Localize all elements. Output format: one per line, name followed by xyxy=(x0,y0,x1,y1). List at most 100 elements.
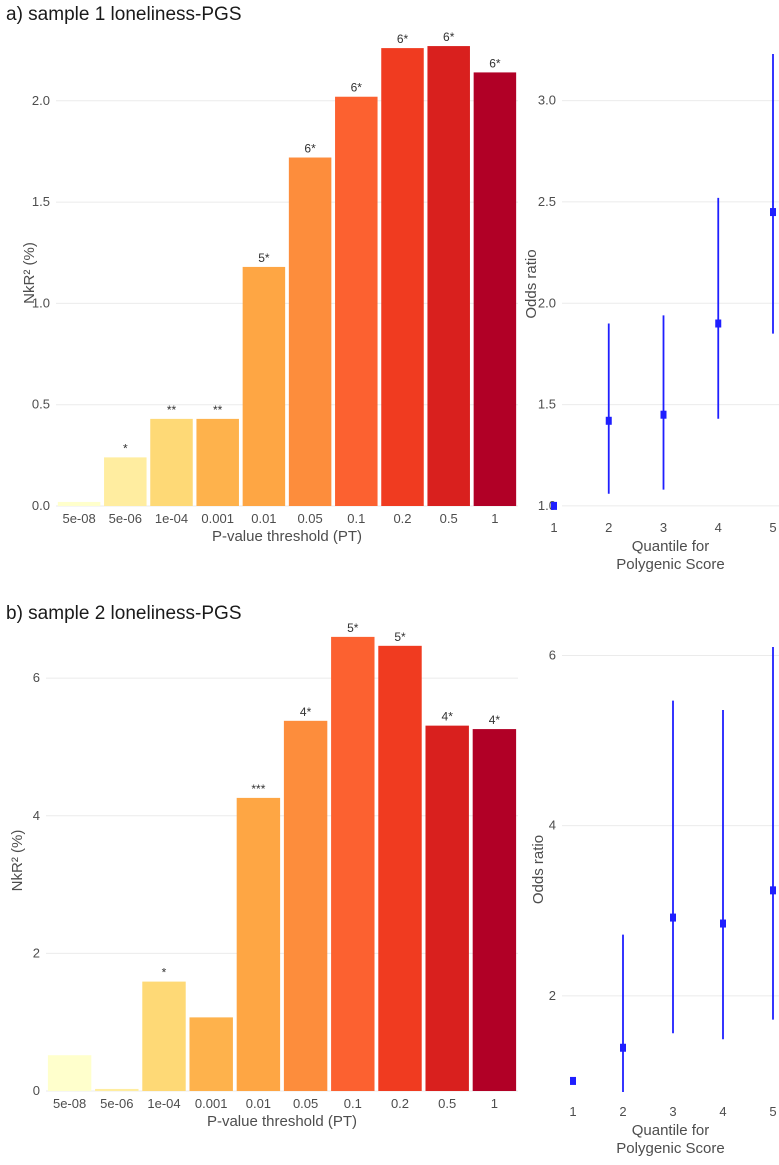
x-tick-label: 3 xyxy=(660,520,667,535)
or-point xyxy=(605,416,612,425)
y-tick-label: 3.0 xyxy=(538,93,556,108)
x-tick-label: 4 xyxy=(715,520,722,535)
panel-a-title: a) sample 1 loneliness-PGS xyxy=(6,4,242,25)
x-tick-label: 5 xyxy=(769,520,776,535)
or-point xyxy=(620,1043,626,1052)
x-tick-label: 0.01 xyxy=(251,511,276,526)
y-tick-label: 0.5 xyxy=(32,397,50,412)
bar-label: 4* xyxy=(489,713,501,727)
x-tick-label: 5e-08 xyxy=(53,1096,86,1111)
bar xyxy=(288,157,332,506)
or-point xyxy=(670,913,676,922)
bar xyxy=(242,266,286,506)
y-tick-label: 2.5 xyxy=(538,194,556,209)
x-tick-label: 0.01 xyxy=(246,1096,271,1111)
x-tick-label: 1 xyxy=(491,1096,498,1111)
bar xyxy=(473,72,517,506)
bar xyxy=(95,1088,139,1091)
y-axis-title: NkR² (%) xyxy=(21,242,38,304)
bar xyxy=(150,418,193,506)
x-tick-label: 5e-06 xyxy=(100,1096,133,1111)
panel-b-title: b) sample 2 loneliness-PGS xyxy=(6,603,242,624)
x-tick-label: 4 xyxy=(719,1104,726,1119)
bar-label: 4* xyxy=(300,705,312,719)
x-tick-label: 5 xyxy=(769,1104,776,1119)
x-axis-title-line1: Quantile for xyxy=(632,1122,710,1139)
x-axis-title-line1: Quantile for xyxy=(632,538,710,555)
y-axis-title: Odds ratio xyxy=(523,249,540,318)
x-tick-label: 2 xyxy=(605,520,612,535)
y-tick-label: 6 xyxy=(549,648,556,663)
bar-label: 4* xyxy=(442,710,454,724)
x-tick-label: 0.001 xyxy=(195,1096,228,1111)
bar-label: 5* xyxy=(347,621,359,635)
y-tick-label: 1.5 xyxy=(538,397,556,412)
bar-label: 6* xyxy=(351,81,363,95)
x-tick-label: 1 xyxy=(550,520,557,535)
x-tick-label: 5e-08 xyxy=(62,511,95,526)
y-tick-label: 2 xyxy=(549,988,556,1003)
x-tick-label: 0.1 xyxy=(344,1096,362,1111)
x-tick-label: 0.2 xyxy=(391,1096,409,1111)
y-axis-title: Odds ratio xyxy=(530,835,547,904)
bar-label: 6* xyxy=(304,142,316,156)
or-point xyxy=(551,501,557,510)
x-tick-label: 0.5 xyxy=(440,511,458,526)
x-tick-label: 3 xyxy=(669,1104,676,1119)
x-tick-label: 0.5 xyxy=(438,1096,456,1111)
bar xyxy=(472,729,517,1091)
y-axis-title: NkR² (%) xyxy=(9,830,26,892)
x-tick-label: 1e-04 xyxy=(155,511,188,526)
bar-label: 5* xyxy=(394,630,406,644)
x-axis-title: P-value threshold (PT) xyxy=(212,528,362,545)
bar-label: ** xyxy=(213,403,223,417)
bar xyxy=(331,636,375,1091)
bar-label: 6* xyxy=(443,30,455,44)
x-tick-label: 1 xyxy=(491,511,498,526)
y-tick-label: 1.5 xyxy=(32,194,50,209)
or-point xyxy=(715,319,722,328)
bar xyxy=(378,645,422,1091)
x-axis-title: P-value threshold (PT) xyxy=(207,1113,357,1130)
x-tick-label: 1 xyxy=(569,1104,576,1119)
bar-label: 6* xyxy=(397,32,409,46)
bar-label: * xyxy=(123,441,128,455)
or-point xyxy=(720,919,726,928)
bar xyxy=(381,48,424,507)
x-axis-title-line2: Polygenic Score xyxy=(616,1140,724,1157)
y-tick-label: 1.0 xyxy=(32,295,50,310)
y-tick-label: 2 xyxy=(33,945,40,960)
bar-label: 6* xyxy=(489,56,501,70)
y-tick-label: 4 xyxy=(33,808,40,823)
bar xyxy=(47,1055,92,1091)
bar-label: * xyxy=(162,966,167,980)
y-tick-label: 0.0 xyxy=(32,498,50,513)
x-tick-label: 0.2 xyxy=(393,511,411,526)
or-point xyxy=(770,208,776,217)
bar xyxy=(283,720,328,1091)
x-axis-title-line2: Polygenic Score xyxy=(616,556,724,573)
bar xyxy=(142,981,186,1091)
or-point xyxy=(570,1076,576,1085)
x-tick-label: 1e-04 xyxy=(147,1096,180,1111)
bar-label: ** xyxy=(167,403,177,417)
bar xyxy=(236,797,281,1091)
y-tick-label: 4 xyxy=(549,818,556,833)
bar xyxy=(104,457,147,506)
x-tick-label: 0.05 xyxy=(293,1096,318,1111)
bar xyxy=(425,725,469,1091)
x-tick-label: 0.05 xyxy=(297,511,322,526)
bar xyxy=(189,1017,233,1091)
y-tick-label: 2.0 xyxy=(538,295,556,310)
y-tick-label: 0 xyxy=(33,1083,40,1098)
bar xyxy=(427,46,470,507)
bar xyxy=(196,418,239,506)
bar xyxy=(57,501,101,506)
y-tick-label: 6 xyxy=(33,670,40,685)
x-tick-label: 0.1 xyxy=(347,511,365,526)
x-tick-label: 5e-06 xyxy=(109,511,142,526)
or-point xyxy=(660,410,667,419)
